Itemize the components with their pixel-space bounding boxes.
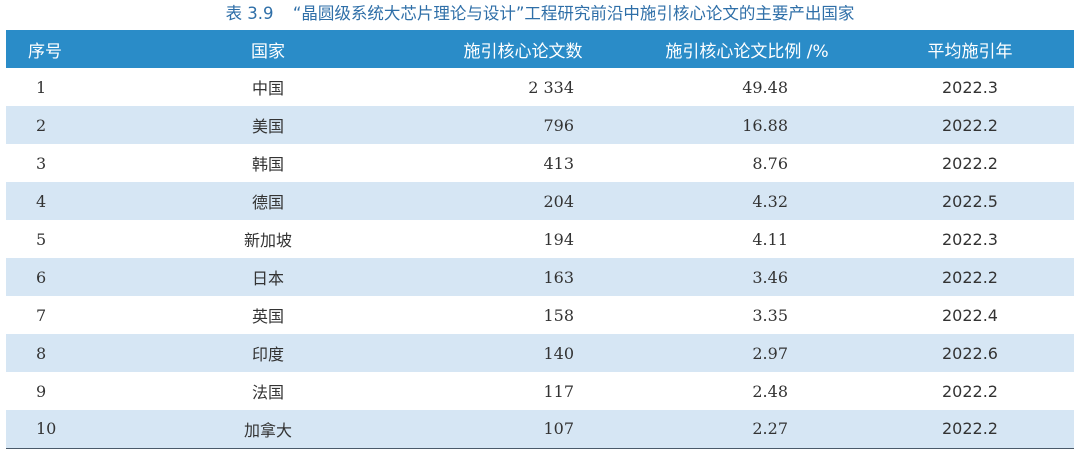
cell-paper-count: 413 [543, 153, 574, 173]
table-row: 4 德国 204 4.32 2022.5 [6, 182, 1074, 220]
cell-paper-ratio: 2.97 [752, 343, 788, 363]
cell-paper-ratio: 8.76 [752, 153, 788, 173]
cell-country: 新加坡 [243, 231, 292, 250]
table-body: 1 中国 2 334 49.48 2022.3 2 美国 796 16.88 2022.2 3 韩国 4… [6, 68, 1074, 448]
cell-index: 3 [36, 153, 47, 173]
cell-mean-year: 2022.2 [942, 115, 998, 135]
cell-country: 韩国 [251, 155, 284, 174]
table-header: 序号 国家 施引核心论文数 施引核心论文比例 /% 平均施引年 [6, 30, 1074, 68]
cell-mean-year: 2022.2 [942, 381, 998, 401]
table-caption: 表 3.9 “晶圆级系统大芯片理论与设计”工程研究前沿中施引核心论文的主要产出国… [0, 0, 1080, 30]
cell-paper-count: 796 [543, 115, 574, 135]
cell-paper-count: 204 [543, 191, 574, 211]
table-row: 1 中国 2 334 49.48 2022.3 [6, 68, 1074, 106]
cell-mean-year: 2022.3 [942, 229, 998, 249]
cell-country: 美国 [251, 117, 284, 136]
cell-index: 6 [36, 267, 47, 287]
cell-mean-year: 2022.4 [942, 305, 998, 325]
cell-index: 10 [36, 419, 57, 439]
cell-paper-count: 117 [543, 381, 574, 401]
cell-mean-year: 2022.2 [942, 419, 998, 439]
cell-country: 中国 [251, 79, 284, 98]
cell-paper-count: 194 [543, 229, 574, 249]
cell-index: 1 [36, 77, 47, 97]
cell-mean-year: 2022.5 [942, 191, 998, 211]
cell-paper-ratio: 2.27 [752, 419, 788, 439]
cell-paper-ratio: 16.88 [742, 115, 788, 135]
header-country: 国家 [251, 41, 285, 62]
table-title: “晶圆级系统大芯片理论与设计”工程研究前沿中施引核心论文的主要产出国家 [292, 4, 855, 23]
table-row: 3 韩国 413 8.76 2022.2 [6, 144, 1074, 182]
cell-paper-ratio: 4.11 [752, 229, 788, 249]
cell-index: 7 [36, 305, 47, 325]
cell-paper-count: 140 [543, 343, 574, 363]
table-row: 2 美国 796 16.88 2022.2 [6, 106, 1074, 144]
cell-paper-ratio: 2.48 [752, 381, 788, 401]
table-row: 9 法国 117 2.48 2022.2 [6, 372, 1074, 410]
cell-paper-count: 107 [543, 419, 574, 439]
cell-country: 日本 [251, 269, 284, 288]
cell-paper-count: 2 334 [528, 77, 574, 97]
cell-index: 5 [36, 229, 47, 249]
header-mean-year: 平均施引年 [927, 41, 1013, 62]
cell-country: 加拿大 [243, 420, 292, 440]
cell-mean-year: 2022.6 [942, 343, 998, 363]
cell-country: 印度 [251, 345, 284, 364]
cell-country: 英国 [251, 307, 284, 326]
cell-paper-ratio: 4.32 [752, 191, 788, 211]
table-row: 5 新加坡 194 4.11 2022.3 [6, 220, 1074, 258]
cell-index: 2 [36, 115, 47, 135]
cell-index: 4 [36, 191, 47, 211]
table-row: 10 加拿大 107 2.27 2022.2 [6, 410, 1074, 448]
table-row: 6 日本 163 3.46 2022.2 [6, 258, 1074, 296]
header-paper-count: 施引核心论文数 [463, 41, 583, 62]
table-row: 7 英国 158 3.35 2022.4 [6, 296, 1074, 334]
cell-country: 德国 [251, 193, 284, 212]
cell-mean-year: 2022.2 [942, 153, 998, 173]
cell-paper-ratio: 3.35 [752, 305, 788, 325]
cell-paper-ratio: 49.48 [742, 77, 788, 97]
cell-mean-year: 2022.3 [942, 77, 998, 97]
table-number: 表 3.9 [225, 4, 274, 23]
cell-country: 法国 [251, 383, 284, 402]
header-paper-ratio: 施引核心论文比例 /% [665, 41, 829, 62]
cell-paper-count: 158 [543, 305, 574, 325]
cell-paper-count: 163 [543, 267, 574, 287]
header-index: 序号 [28, 41, 62, 62]
cell-mean-year: 2022.2 [942, 267, 998, 287]
cell-index: 8 [36, 343, 47, 363]
cell-index: 9 [36, 381, 47, 401]
header-row: 序号 国家 施引核心论文数 施引核心论文比例 /% 平均施引年 [6, 30, 1074, 68]
cell-paper-ratio: 3.46 [752, 267, 788, 287]
countries-table: 序号 国家 施引核心论文数 施引核心论文比例 /% 平均施引年 1 中国 2 334… [6, 30, 1074, 449]
table-row: 8 印度 140 2.97 2022.6 [6, 334, 1074, 372]
